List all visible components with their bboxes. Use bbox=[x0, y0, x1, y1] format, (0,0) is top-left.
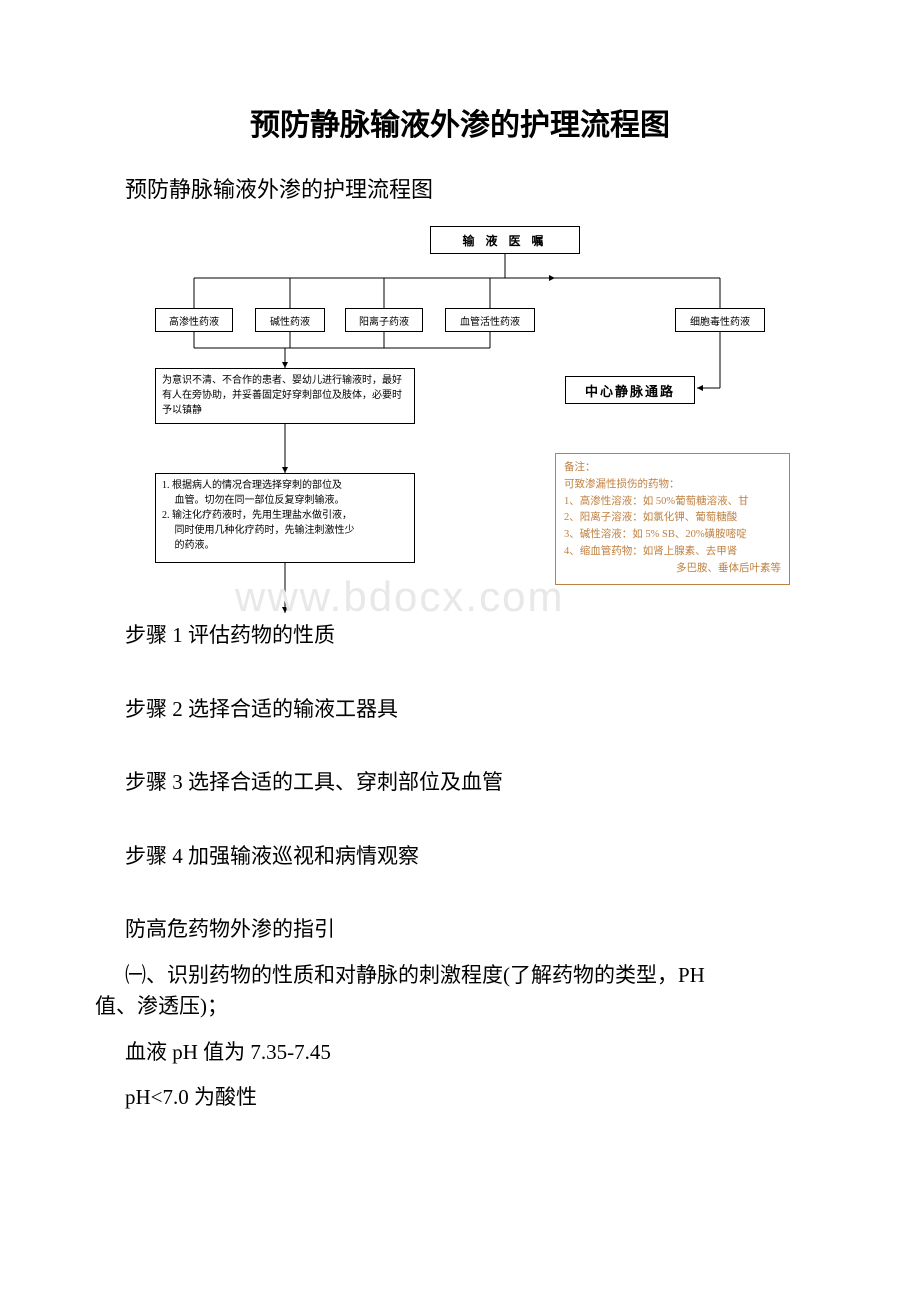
note-line: 2、阳离子溶液：如氯化钾、葡萄糖酸 bbox=[564, 510, 781, 527]
note-box: 备注： 可致渗漏性损伤的药物： 1、高渗性溶液：如 50%葡萄糖溶液、甘 2、阳… bbox=[555, 453, 790, 585]
node-text1: 为意识不清、不合作的患者、婴幼儿进行输液时，最好有人在旁协助，并妥善固定好穿刺部… bbox=[155, 368, 415, 424]
text2-line: 1. 根据病人的情况合理选择穿刺的部位及 bbox=[162, 478, 408, 493]
node-cat-c: 阳离子药液 bbox=[345, 308, 423, 332]
node-text2: 1. 根据病人的情况合理选择穿刺的部位及 血管。切勿在同一部位反复穿刺输液。 2… bbox=[155, 473, 415, 563]
guide-p1b: 值、渗透压)； bbox=[95, 991, 825, 1023]
step-2: 步骤 2 选择合适的输液工器具 bbox=[125, 694, 825, 726]
node-cat-b: 碱性药液 bbox=[255, 308, 325, 332]
note-title: 备注： bbox=[564, 460, 781, 477]
text2-line: 血管。切勿在同一部位反复穿刺输液。 bbox=[162, 493, 408, 508]
text2-line: 同时使用几种化疗药时，先输注刺激性少 bbox=[162, 523, 408, 538]
note-line: 4、缩血管药物：如肾上腺素、去甲肾 bbox=[564, 544, 781, 561]
page-title: 预防静脉输液外渗的护理流程图 bbox=[95, 100, 825, 144]
node-root: 输 液 医 嘱 bbox=[430, 226, 580, 254]
watermark: www.bdocx.com bbox=[235, 573, 564, 621]
guide-heading: 防高危药物外渗的指引 bbox=[125, 914, 825, 946]
text2-line: 2. 输注化疗药液时，先用生理盐水做引液， bbox=[162, 508, 408, 523]
guide-p1a: ㈠、识别药物的性质和对静脉的刺激程度(了解药物的类型，PH bbox=[125, 960, 825, 992]
note-line: 1、高渗性溶液：如 50%葡萄糖溶液、甘 bbox=[564, 494, 781, 511]
guide-p2: 血液 pH 值为 7.35-7.45 bbox=[125, 1037, 825, 1069]
note-line: 3、碱性溶液：如 5% SB、20%磺胺嘧啶 bbox=[564, 527, 781, 544]
step-4: 步骤 4 加强输液巡视和病情观察 bbox=[125, 841, 825, 873]
flowchart: 输 液 医 嘱 高渗性药液 碱性药液 阳离子药液 血管活性药液 细胞毒性药液 中… bbox=[95, 218, 815, 638]
note-subtitle: 可致渗漏性损伤的药物： bbox=[564, 477, 781, 494]
node-cat-a: 高渗性药液 bbox=[155, 308, 233, 332]
guide-p3: pH<7.0 为酸性 bbox=[125, 1082, 825, 1114]
text2-line: 的药液。 bbox=[162, 538, 408, 553]
step-3: 步骤 3 选择合适的工具、穿刺部位及血管 bbox=[125, 767, 825, 799]
node-cat-d: 血管活性药液 bbox=[445, 308, 535, 332]
note-line: 多巴胺、垂体后叶素等 bbox=[564, 561, 781, 578]
node-central-vein: 中心静脉通路 bbox=[565, 376, 695, 404]
node-cat-e: 细胞毒性药液 bbox=[675, 308, 765, 332]
page-subtitle: 预防静脉输液外渗的护理流程图 bbox=[125, 172, 825, 204]
